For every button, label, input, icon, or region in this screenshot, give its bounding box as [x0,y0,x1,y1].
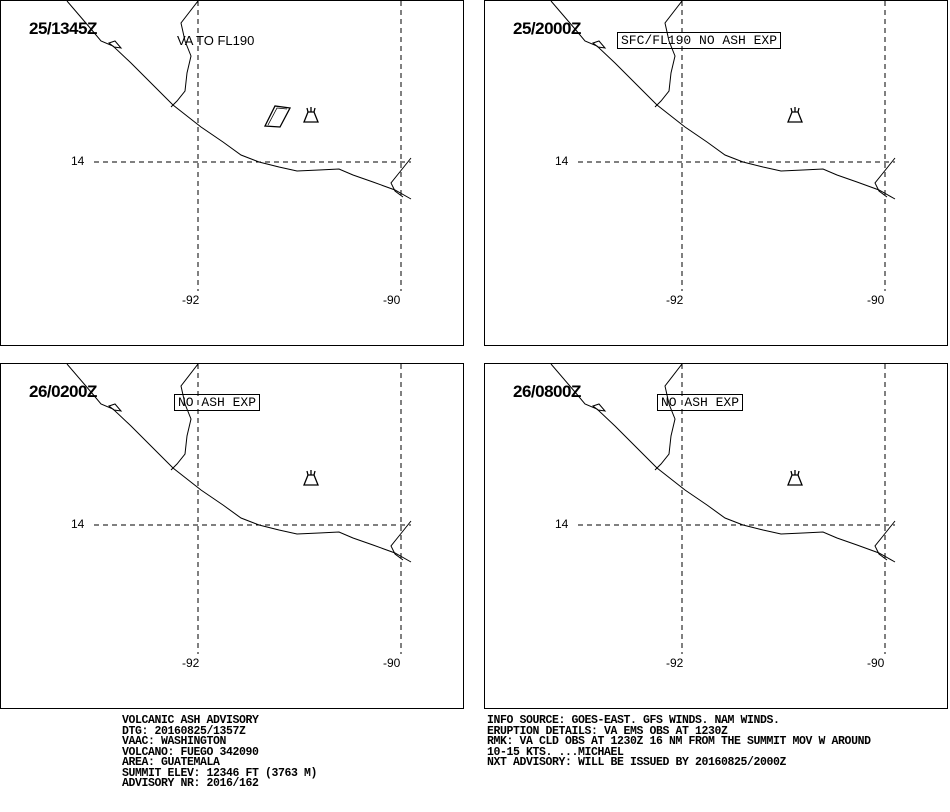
map-canvas [550,364,896,654]
advisory-header-block: VOLCANIC ASH ADVISORY DTG: 20160825/1357… [122,714,318,790]
lon-label-minus90: -90 [383,293,401,307]
lon-label-minus92: -92 [666,656,684,670]
map-panel-1: 25/1345Z VA TO FL190 14 -92 -90 [0,0,464,346]
panel-forecast-label: SFC/FL190 NO ASH EXP [617,32,782,49]
lon-label-minus90: -90 [867,293,885,307]
panel-forecast-label: VA TO FL190 [177,33,255,48]
coastline [550,1,896,200]
footer-line: 10-15 KTS. ...MICHAEL [487,745,624,759]
coastline [107,403,123,412]
map-panel-2: 25/2000Z SFC/FL190 NO ASH EXP 14 -92 -90 [484,0,948,346]
ash-polygon-icon [267,107,288,126]
volcano-icon [303,107,319,123]
lat-label-14: 14 [71,154,85,168]
country-border [390,157,412,198]
map-canvas [66,1,412,291]
lon-label-minus92: -92 [182,293,200,307]
panel-time: 25/2000Z [513,19,581,38]
footer-line: AREA: GUATEMALA [122,756,220,769]
footer-line: VOLCANO: FUEGO 342090 [122,745,259,759]
panel-forecast-label: NO ASH EXP [657,394,744,411]
lon-label-minus90: -90 [383,656,401,670]
footer-line: INFO SOURCE: GOES-EAST. GFS WINDS. NAM W… [487,714,780,727]
lat-label-14: 14 [555,154,569,168]
footer-line: DTG: 20160825/1357Z [122,724,246,738]
panel-forecast-label: NO ASH EXP [174,394,261,411]
country-border [170,1,199,108]
lon-label-minus92: -92 [182,656,200,670]
volcano-icon [303,470,319,486]
coastline [66,1,412,200]
footer-line: ADVISORY NR: 2016/162 [122,777,259,790]
lat-label-14: 14 [71,517,85,531]
lat-label-14: 14 [555,517,569,531]
map-panel-4: 26/0800Z NO ASH EXP 14 -92 -90 [484,363,948,709]
advisory-details-block: INFO SOURCE: GOES-EAST. GFS WINDS. NAM W… [487,714,871,769]
footer-line: RMK: VA CLD OBS AT 1230Z 16 NM FROM THE … [487,735,871,748]
coastline [107,40,123,49]
country-border [874,520,896,561]
country-border [390,520,412,561]
lon-label-minus92: -92 [666,293,684,307]
map-canvas [550,1,896,291]
footer-line: SUMMIT ELEV: 12346 FT (3763 M) [122,766,318,780]
coastline [591,403,607,412]
country-border [874,157,896,198]
ash-polygon-icon [263,105,292,128]
map-canvas [66,364,412,654]
panel-time: 26/0800Z [513,382,581,401]
footer-line: VAAC: WASHINGTON [122,735,227,748]
lon-label-minus90: -90 [867,656,885,670]
country-border [654,1,683,108]
map-panel-3: 26/0200Z NO ASH EXP 14 -92 -90 [0,363,464,709]
footer-line: VOLCANIC ASH ADVISORY [122,714,259,727]
country-border [170,364,199,471]
volcano-icon [787,107,803,123]
panel-time: 26/0200Z [29,382,97,401]
footer-line: ERUPTION DETAILS: VA EMS OBS AT 1230Z [487,724,728,738]
volcano-icon [787,470,803,486]
panel-time: 25/1345Z [29,19,97,38]
coastline [591,40,607,49]
country-border [654,364,683,471]
footer-line: NXT ADVISORY: WILL BE ISSUED BY 20160825… [487,756,787,769]
